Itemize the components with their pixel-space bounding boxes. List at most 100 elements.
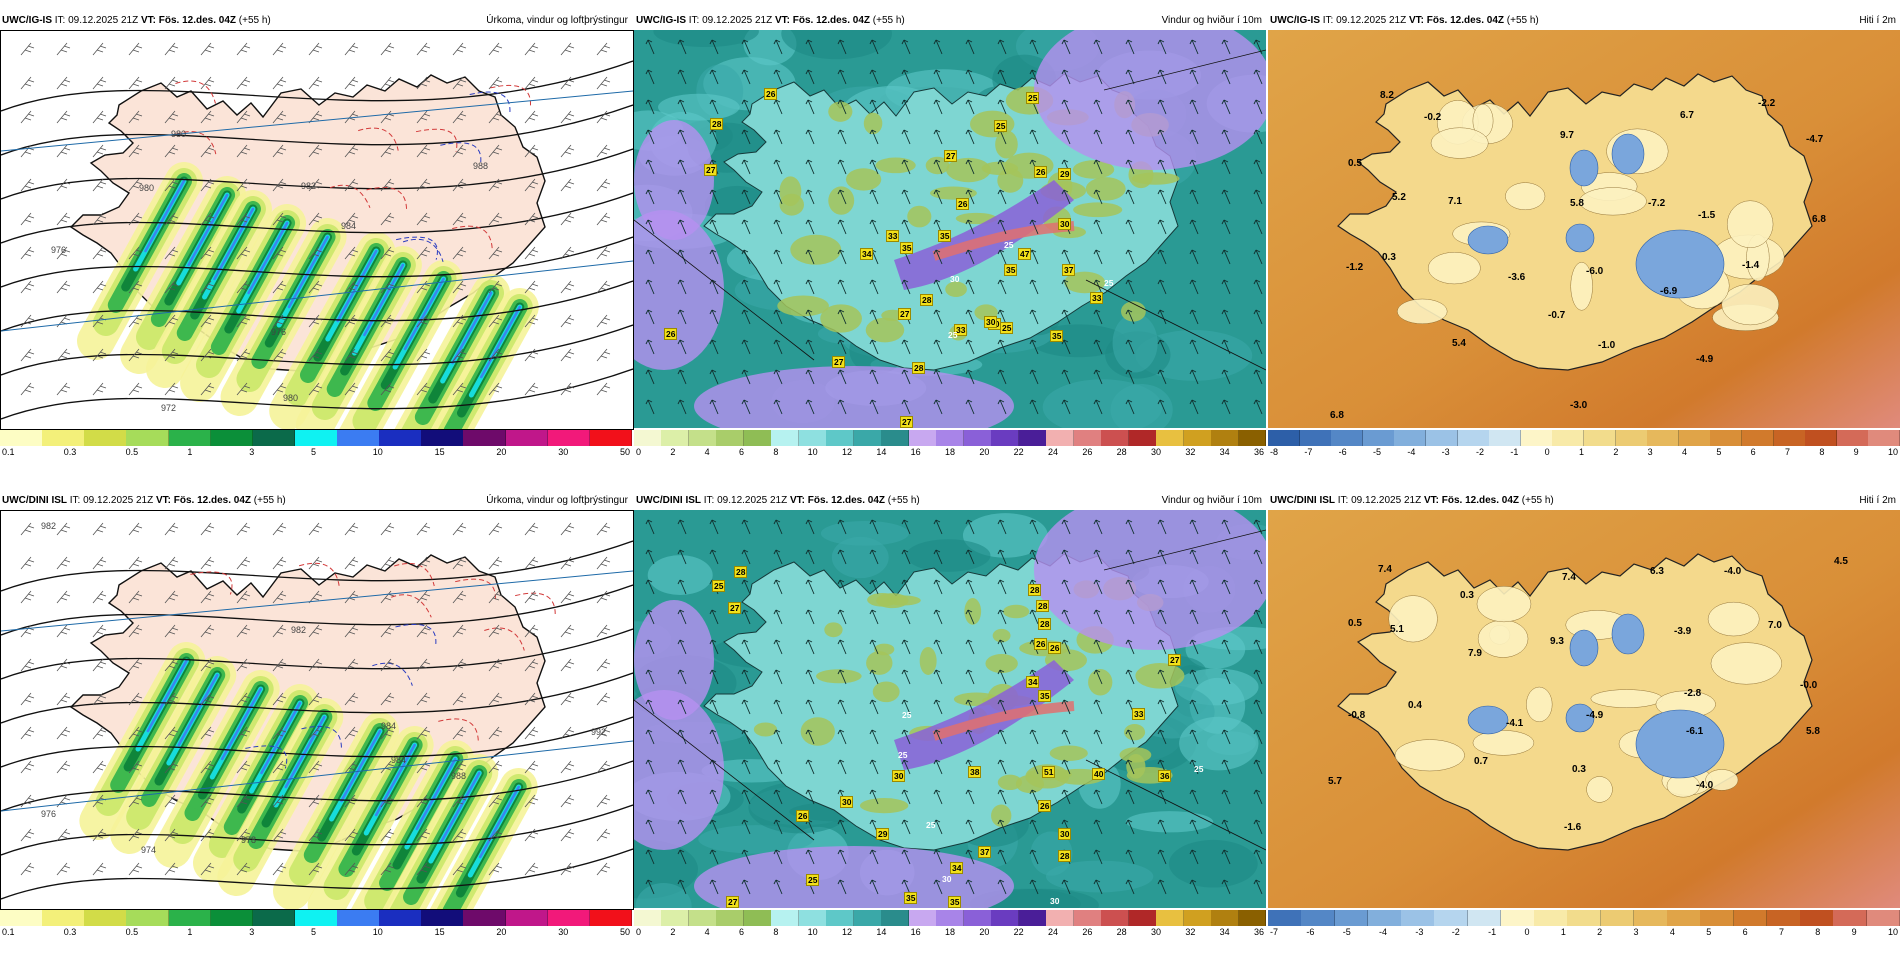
colorbar-swatch: [1552, 430, 1585, 446]
colorbar-tick: -3: [1441, 447, 1450, 457]
valid-time: VT: Fös. 12.des. 04Z: [789, 495, 886, 506]
colorbar-swatch: [881, 910, 910, 926]
gust-label: 26: [764, 88, 778, 100]
colorbar-swatch: [1467, 910, 1502, 926]
gust-label: 28: [734, 566, 748, 578]
colorbar-swatch: [42, 430, 85, 446]
contour-label: 30: [942, 874, 952, 884]
colorbar-swatch: [210, 430, 254, 446]
isobar-label: 974: [141, 845, 157, 855]
colorbar-swatch: [1101, 910, 1130, 926]
gust-label: 35: [904, 892, 918, 904]
map-panel-temp: UWC/DINI ISL IT: 09.12.2025 21Z VT: Fös.…: [1268, 494, 1900, 954]
colorbar-swatch: [1183, 430, 1212, 446]
weather-map: 26 28 27 25 25 27 26 29 26 33 35 35 34 47 37 30 35 27 33 35…: [634, 30, 1266, 428]
init-time: IT: 09.12.2025 21Z: [69, 495, 154, 506]
colorbar-tick: 0.3: [63, 927, 77, 937]
temperature-label: 5.2: [1392, 192, 1406, 203]
colorbar-swatch: [1534, 910, 1568, 926]
colorbar-swatch: [463, 430, 507, 446]
temperature-label: 7.4: [1378, 564, 1392, 575]
gust-label: 25: [994, 120, 1008, 132]
temperature-label: -3.9: [1674, 626, 1692, 637]
colorbar-swatch: [547, 430, 591, 446]
valid-time: VT: Fös. 12.des. 04Z: [140, 15, 237, 26]
colorbar-swatch: [853, 430, 882, 446]
colorbar-swatch: [716, 910, 745, 926]
colorbar-tick: 1: [1579, 447, 1585, 457]
panel-title: Hiti í 2m: [1859, 15, 1896, 26]
colorbar-swatch: [1600, 910, 1635, 926]
init-time: IT: 09.12.2025 21Z: [54, 15, 139, 26]
temperature-label: -0.2: [1424, 112, 1442, 123]
colorbar-swatch: [1742, 430, 1775, 446]
colorbar-swatch: [0, 910, 43, 926]
colorbar-tick: 15: [434, 927, 445, 937]
temperature-label: -3.6: [1508, 272, 1526, 283]
gust-label: 30: [892, 770, 906, 782]
colorbar-tick: 3: [249, 927, 255, 937]
isobar-label: 982: [41, 521, 57, 531]
lead-time: (+55 h): [872, 15, 905, 26]
temperature-label: 7.9: [1468, 648, 1482, 659]
init-time: IT: 09.12.2025 21Z: [1322, 15, 1407, 26]
colorbar: 0.1 0.3 0.5 1 3 5 10 15 20 30 50: [0, 430, 633, 462]
colorbar-tick: 5: [1706, 927, 1712, 937]
contour-label: 25: [1104, 278, 1114, 288]
contour-label: 25: [948, 330, 958, 340]
colorbar-swatch: [42, 910, 85, 926]
colorbar-tick: 0.5: [125, 927, 139, 937]
colorbar-tick: -1: [1488, 927, 1497, 937]
gust-label: 33: [1132, 708, 1146, 720]
colorbar-swatch: [589, 430, 633, 446]
colorbar-tick: 4: [1682, 447, 1688, 457]
colorbar-swatch: [252, 910, 296, 926]
colorbar-swatch: [505, 910, 549, 926]
valid-time: VT: Fös. 12.des. 04Z: [155, 495, 252, 506]
colorbar-swatch: [688, 430, 717, 446]
temperature-label: 5.1: [1390, 624, 1404, 635]
colorbar-swatch: [1018, 430, 1047, 446]
colorbar-swatch: [1362, 430, 1395, 446]
gust-label: 34: [950, 862, 964, 874]
colorbar-swatch: [1073, 910, 1102, 926]
temperature-label: 0.7: [1474, 756, 1488, 767]
temperature-label: 0.3: [1460, 590, 1474, 601]
colorbar-tick: -5: [1373, 447, 1382, 457]
colorbar-swatch: [1128, 430, 1157, 446]
colorbar-tick: 30: [558, 447, 569, 457]
colorbar-tick: 6: [739, 927, 745, 937]
colorbar: 0 2 4 6 8 10 12 14 16 18 20 22 24 26 28 30 32 34 36: [634, 910, 1267, 942]
gust-label: 26: [1038, 800, 1052, 812]
temperature-label: 0.5: [1348, 158, 1362, 169]
colorbar-tick: 10: [1888, 447, 1899, 457]
colorbar-tick: 1: [187, 447, 193, 457]
colorbar-tick: 1: [1560, 927, 1566, 937]
panel-header: UWC/DINI ISL IT: 09.12.2025 21Z VT: Fös.…: [1268, 494, 1900, 508]
colorbar-swatch: [1268, 430, 1301, 446]
isobar-label: 980: [139, 183, 155, 193]
colorbar-swatch: [1647, 430, 1680, 446]
isobar-label: 984: [391, 755, 407, 765]
colorbar-tick: -6: [1306, 927, 1315, 937]
colorbar-tick: -4: [1379, 927, 1388, 937]
gust-label: 25: [712, 580, 726, 592]
gust-label: 35: [1038, 690, 1052, 702]
panel-header: UWC/DINI ISL IT: 09.12.2025 21Z VT: Fös.…: [634, 494, 1266, 508]
colorbar-swatch: [1401, 910, 1435, 926]
colorbar-swatch: [379, 910, 422, 926]
gust-label: 30: [840, 796, 854, 808]
isobar-label: 992: [591, 727, 607, 737]
colorbar-swatch: [1426, 430, 1459, 446]
temperature-label: -2.2: [1758, 98, 1776, 109]
gust-label: 28: [920, 294, 934, 306]
colorbar-swatch: [1710, 430, 1743, 446]
colorbar-tick: 0.1: [2, 447, 15, 457]
colorbar-tick: 5: [311, 927, 317, 937]
map-panel-precip: UWC/IG-IS IT: 09.12.2025 21Z VT: Fös. 12…: [0, 14, 634, 474]
colorbar-swatch: [294, 430, 338, 446]
colorbar-tick: 22: [1013, 927, 1024, 937]
colorbar-swatch: [1584, 430, 1617, 446]
colorbar-swatch: [1520, 430, 1553, 446]
temperature-label: 5.7: [1328, 776, 1342, 787]
